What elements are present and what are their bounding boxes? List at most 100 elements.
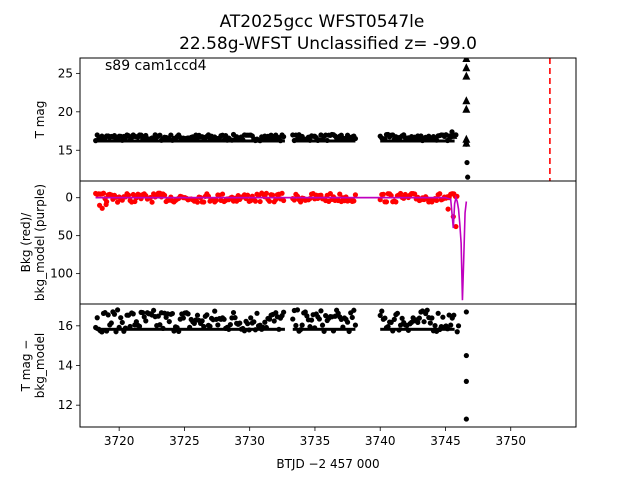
upper-limit-marker [462, 63, 471, 72]
data-point [281, 309, 287, 315]
bkg-point [252, 198, 259, 204]
data-point [143, 318, 149, 324]
data-point [169, 310, 176, 317]
x-tick-label: 3750 [495, 434, 526, 448]
data-point [415, 319, 421, 325]
data-point [312, 325, 318, 331]
data-point [432, 323, 438, 329]
data-point [465, 174, 471, 180]
data-point [351, 307, 357, 313]
data-point [382, 315, 388, 321]
bkg-point [279, 190, 285, 196]
y-axis-label-bottom: T mag − [19, 340, 33, 393]
data-point [226, 326, 232, 332]
x-tick-label: 3735 [300, 434, 331, 448]
bkg-point [125, 192, 132, 198]
data-point [99, 329, 105, 335]
data-point [344, 319, 351, 325]
plot-area-top [93, 58, 551, 181]
data-point [318, 308, 324, 314]
y-axis-label-top: T mag [33, 101, 47, 140]
data-point [215, 322, 221, 328]
data-point [248, 315, 254, 321]
data-point [140, 310, 146, 316]
data-point [451, 312, 457, 318]
data-point [293, 322, 299, 329]
x-tick-label: 3730 [234, 434, 265, 448]
bkg-point [161, 192, 168, 198]
data-point [396, 327, 402, 333]
data-point [391, 316, 397, 322]
panel-frame-bottom [79, 303, 577, 428]
data-point [127, 323, 133, 330]
upper-limit-marker [462, 71, 471, 80]
y-tick-label: 12 [58, 398, 73, 412]
data-point [390, 328, 396, 334]
data-point [271, 318, 277, 324]
data-point [440, 314, 446, 320]
data-point [399, 315, 405, 321]
data-point [108, 320, 114, 326]
bkg-point [213, 197, 219, 203]
data-point [463, 352, 469, 359]
bkg-point [219, 191, 226, 197]
data-point [290, 316, 296, 322]
data-point [160, 325, 166, 331]
upper-limit-marker [449, 130, 458, 139]
y-tick-label: 15 [58, 143, 73, 157]
panel-middle: Bkg (red)/bkg_model (purple) 0 50 100 [19, 180, 577, 305]
data-point [273, 310, 279, 316]
bkg-point [244, 192, 251, 198]
data-point [297, 327, 304, 333]
y-tick-label: 50 [58, 229, 73, 243]
bkg-point [149, 199, 155, 205]
data-point [204, 312, 210, 318]
data-point [119, 319, 125, 326]
data-point [113, 329, 119, 335]
upper-limit-marker [462, 96, 471, 105]
x-tick-label: 3740 [365, 434, 396, 448]
x-axis-label: BTJD −2 457 000 [276, 457, 379, 471]
data-point [349, 314, 355, 321]
data-point [263, 324, 269, 331]
data-point [464, 159, 470, 166]
chart-title-line2: 22.58g-WFST Unclassified z= -99.0 [179, 34, 477, 54]
bkg-point [263, 190, 269, 196]
plot-area-middle [93, 190, 468, 301]
data-point [266, 316, 273, 322]
data-point [122, 325, 129, 331]
x-tick-label: 3725 [169, 434, 200, 448]
y-tick-label: 16 [58, 319, 73, 333]
bkg-point [383, 199, 390, 205]
data-point [352, 135, 359, 142]
y-tick-label: 0 [65, 191, 73, 205]
upper-limit-marker [462, 104, 471, 113]
data-point [240, 137, 246, 143]
data-point [141, 314, 147, 320]
data-point [227, 321, 233, 328]
data-point [241, 328, 248, 334]
data-point [232, 315, 238, 321]
bkg-point [433, 197, 440, 204]
data-point [116, 324, 122, 331]
panel-bottom: T mag − bkg_model 12 14 16 [19, 303, 577, 428]
bkg-point [388, 192, 394, 199]
data-point [324, 137, 330, 144]
data-point [114, 307, 121, 313]
data-point [433, 137, 440, 143]
data-point [463, 378, 469, 384]
bkg-point [352, 192, 359, 198]
bkg-point [437, 191, 443, 197]
data-point [194, 312, 201, 318]
data-point [385, 323, 391, 330]
bkg-point [281, 197, 287, 204]
data-point [94, 315, 100, 321]
sector-annotation: s89 cam1ccd4 [105, 58, 207, 74]
bkg-point [270, 192, 276, 198]
panel-top: T mag 15 20 25 [33, 57, 577, 182]
data-point [151, 307, 157, 314]
data-point [352, 322, 359, 328]
data-point [307, 324, 313, 330]
data-point [281, 134, 287, 140]
data-point [254, 310, 260, 316]
